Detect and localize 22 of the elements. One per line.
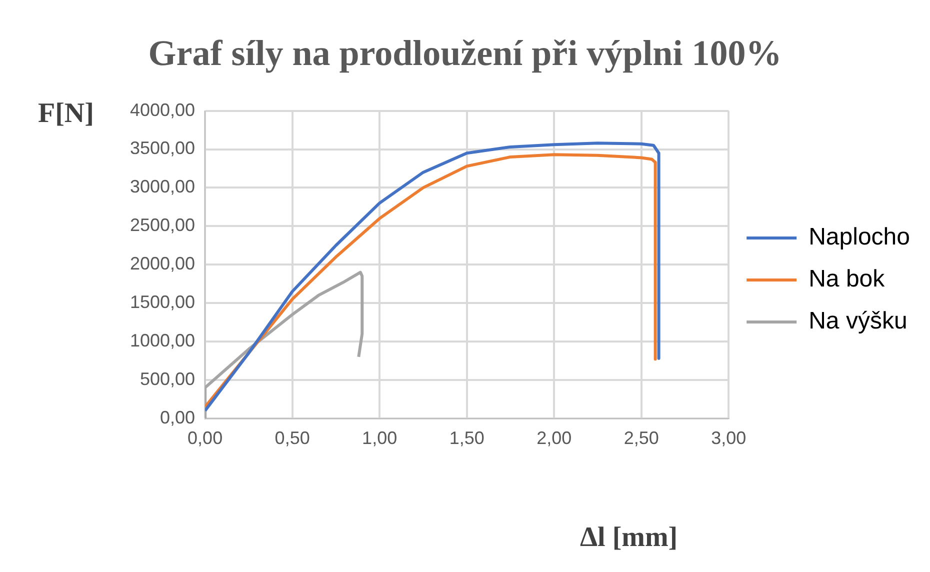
y-tick-label: 1000,00 [130, 330, 196, 350]
y-axis-title: F[N] [38, 98, 94, 130]
legend-label: Na bok [808, 266, 886, 293]
y-tick-label: 500,00 [140, 368, 196, 389]
x-tick-label: 3,00 [711, 428, 746, 448]
x-tick-label: 0,50 [274, 428, 310, 448]
x-tick-label: 0,00 [188, 428, 223, 448]
x-tick-label: 1,50 [449, 428, 484, 448]
y-tick-label: 2000,00 [130, 254, 196, 274]
legend-label: Na výšku [808, 308, 908, 335]
y-tick-label: 4000,00 [130, 100, 196, 120]
x-tick-label: 2,50 [624, 428, 659, 448]
y-tick-label: 3500,00 [130, 138, 196, 158]
x-tick-label: 2,00 [536, 428, 572, 448]
x-tick-label: 1,00 [362, 428, 398, 448]
legend-label: Naplocho [808, 224, 910, 251]
y-tick-label: 0,00 [160, 407, 196, 428]
y-tick-label: 1500,00 [130, 292, 196, 312]
x-axis-title: Δl [mm] [580, 522, 678, 554]
y-tick-label: 3000,00 [130, 176, 196, 197]
chart-title: Graf síly na prodloužení při výplni 100% [147, 32, 783, 74]
y-tick-label: 2500,00 [130, 215, 196, 236]
